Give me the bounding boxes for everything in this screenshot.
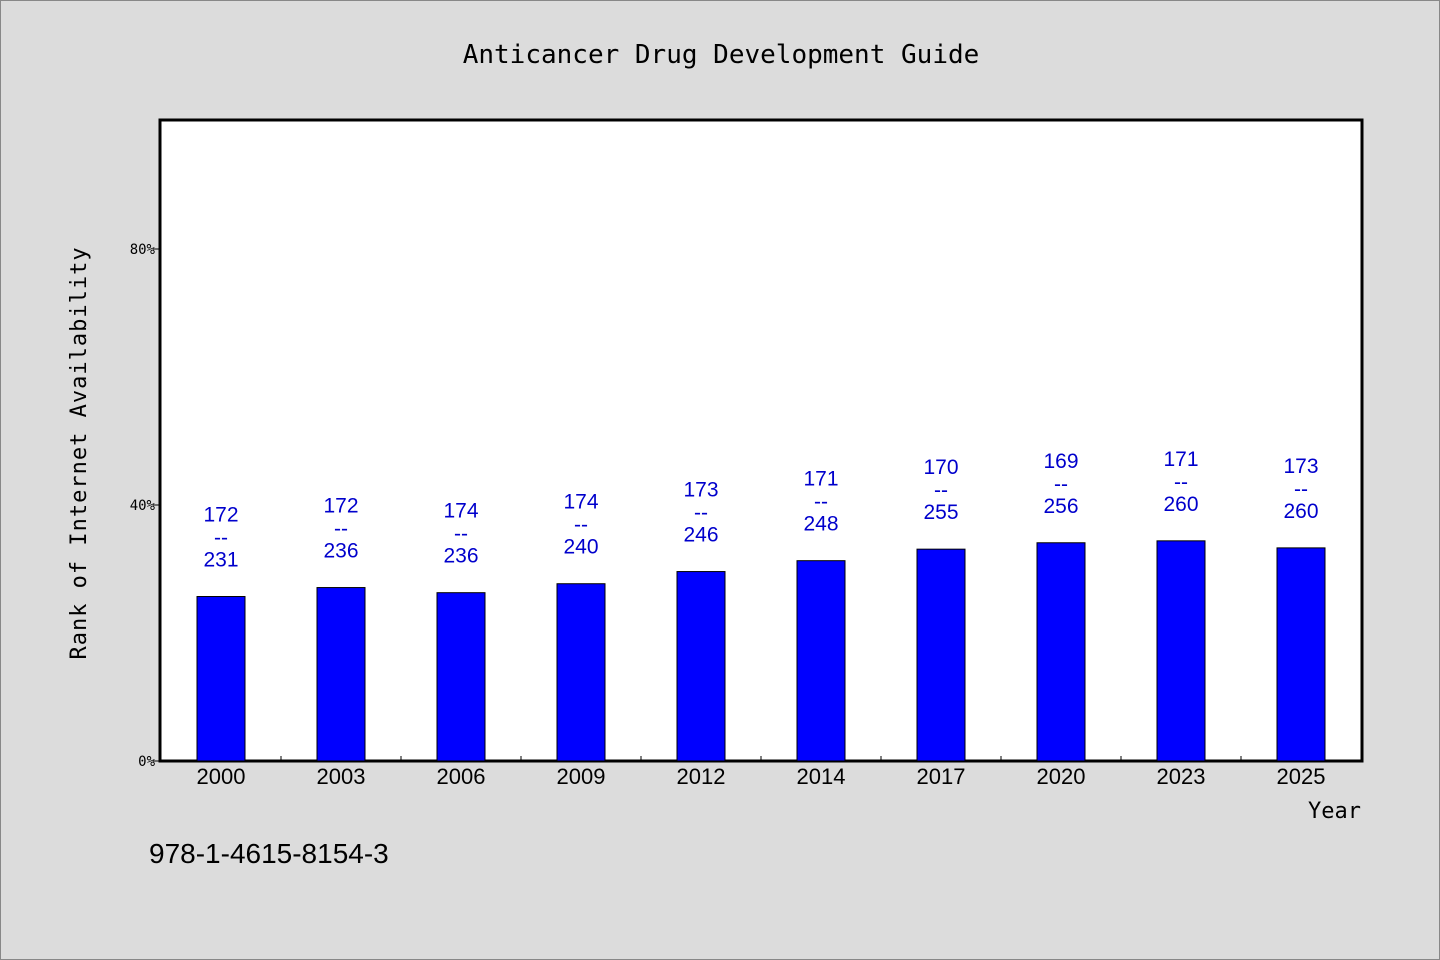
bar [676, 571, 726, 762]
data-label-separator: -- [454, 523, 468, 546]
bar [316, 587, 366, 762]
data-label-bottom: 240 [563, 536, 598, 559]
x-tick-label: 2020 [1037, 764, 1086, 789]
data-label-separator: -- [934, 479, 948, 502]
bar [556, 583, 606, 762]
x-tick-label: 2023 [1157, 764, 1206, 789]
data-label-top: 172 [323, 495, 358, 518]
x-tick-label: 2009 [557, 764, 606, 789]
bar [796, 560, 846, 762]
x-tick-label: 2006 [437, 764, 486, 789]
data-label-bottom: 260 [1163, 493, 1198, 516]
x-tick-label: 2003 [317, 764, 366, 789]
data-label-bottom: 260 [1283, 500, 1318, 523]
isbn-text: 978-1-4615-8154-3 [149, 838, 389, 869]
data-labels: 231--172236--172236--174240--174246--173… [203, 448, 1318, 572]
data-label-top: 172 [203, 504, 238, 527]
data-label-separator: -- [1054, 473, 1068, 496]
data-label-bottom: 256 [1043, 495, 1078, 518]
data-label-bottom: 255 [923, 501, 958, 524]
bar [1276, 547, 1326, 762]
bar [1036, 542, 1086, 762]
data-label-top: 171 [1163, 448, 1198, 471]
y-axis-ticks: 0% 40% 80% [130, 242, 161, 770]
data-label-separator: -- [814, 491, 828, 514]
chart-title: Anticancer Drug Development Guide [463, 40, 980, 70]
data-label-bottom: 248 [803, 513, 838, 536]
y-axis-label: Rank of Internet Availability [67, 246, 92, 659]
bar [196, 596, 246, 762]
data-label-top: 170 [923, 456, 958, 479]
data-label-separator: -- [574, 514, 588, 537]
data-label-bottom: 231 [203, 549, 238, 572]
data-label-separator: -- [1174, 471, 1188, 494]
data-label-separator: -- [694, 502, 708, 525]
y-tick-label: 40% [130, 498, 156, 514]
x-tick-label: 2017 [917, 764, 966, 789]
x-tick-label: 2012 [677, 764, 726, 789]
y-tick-label: 0% [138, 754, 155, 770]
data-label-top: 173 [1283, 455, 1318, 478]
data-label-top: 174 [563, 491, 598, 514]
y-tick-label: 80% [130, 242, 156, 258]
data-label-bottom: 246 [683, 524, 718, 547]
bar-series [196, 540, 1326, 762]
bar [916, 548, 966, 762]
bar [1156, 540, 1206, 762]
x-tick-label: 2014 [797, 764, 846, 789]
x-tick-label: 2000 [197, 764, 246, 789]
x-axis-label: Year [1308, 799, 1361, 824]
data-label-top: 174 [443, 500, 478, 523]
data-label-top: 169 [1043, 450, 1078, 473]
data-label-bottom: 236 [443, 545, 478, 568]
x-tick-label: 2025 [1277, 764, 1326, 789]
data-label-top: 171 [803, 468, 838, 491]
bar [436, 592, 486, 762]
data-label-bottom: 236 [323, 540, 358, 563]
data-label-top: 173 [683, 479, 718, 502]
x-axis-ticks: 2000 2003 2006 2009 2012 2014 2017 2020 2023 2025 [197, 756, 1326, 789]
data-label-separator: -- [334, 518, 348, 541]
data-label-separator: -- [214, 527, 228, 550]
data-label-separator: -- [1294, 478, 1308, 501]
